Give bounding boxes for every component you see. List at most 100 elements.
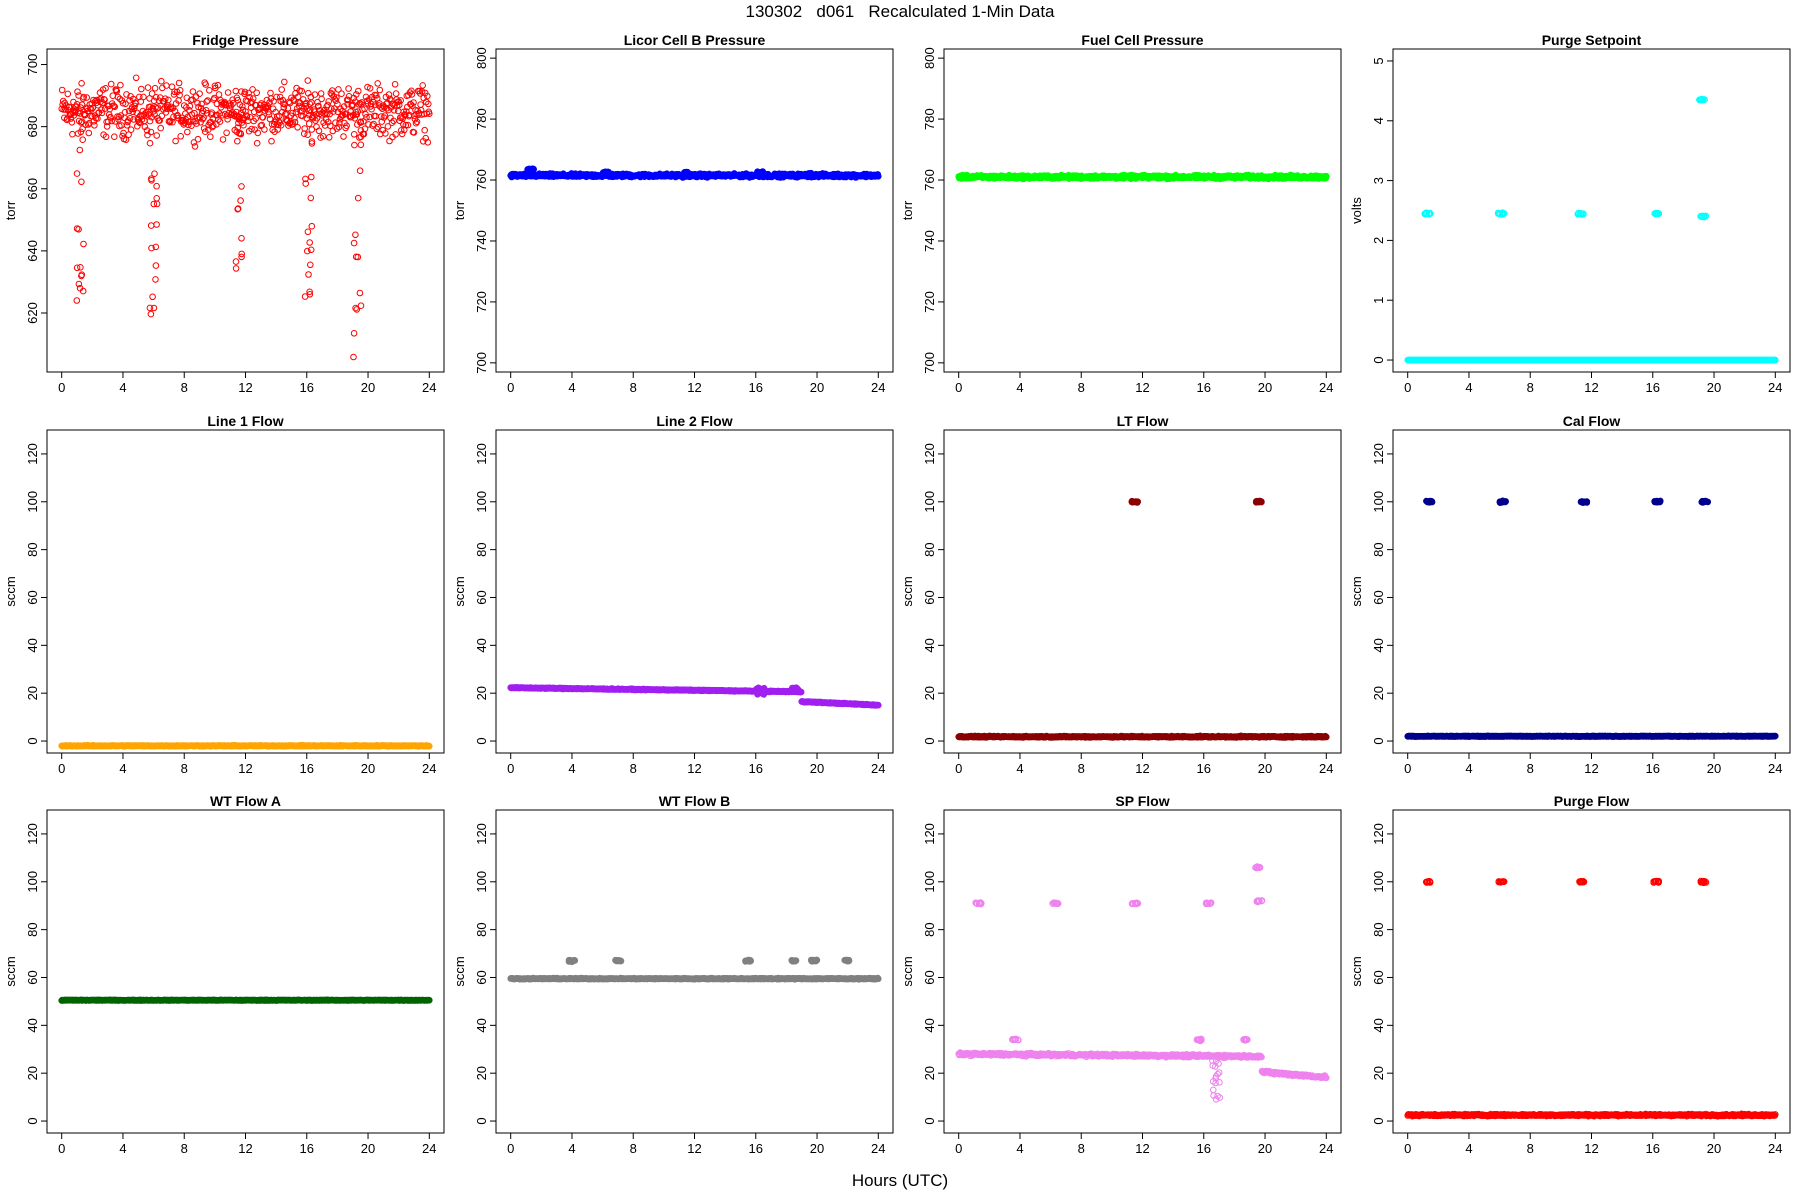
data-point bbox=[335, 86, 342, 93]
data-point bbox=[153, 182, 160, 190]
data-point bbox=[308, 140, 316, 147]
x-tick-label: 16 bbox=[300, 761, 314, 776]
data-point bbox=[143, 127, 151, 134]
data-point bbox=[69, 130, 76, 138]
data-point bbox=[256, 109, 263, 116]
data-point bbox=[413, 118, 421, 126]
data-point bbox=[331, 95, 339, 103]
y-tick-label: 740 bbox=[474, 230, 489, 252]
data-point bbox=[291, 118, 299, 126]
data-point bbox=[80, 240, 87, 248]
data-point bbox=[79, 136, 86, 143]
plot-frame bbox=[943, 48, 1342, 373]
data-point bbox=[254, 129, 262, 137]
data-point bbox=[386, 137, 393, 145]
data-point bbox=[388, 119, 396, 126]
data-point bbox=[306, 291, 314, 298]
plot-frame bbox=[943, 429, 1342, 754]
data-point bbox=[110, 102, 118, 110]
data-point bbox=[356, 289, 364, 297]
data-point bbox=[66, 103, 73, 111]
y-tick-label: 100 bbox=[474, 491, 489, 513]
panel-title: Purge Setpoint bbox=[1542, 32, 1642, 48]
data-point bbox=[237, 197, 244, 204]
data-point bbox=[292, 108, 300, 116]
data-point bbox=[875, 173, 882, 180]
data-point bbox=[345, 85, 352, 92]
data-point bbox=[327, 122, 334, 130]
data-point bbox=[136, 93, 143, 101]
data-point bbox=[368, 105, 375, 113]
data-point bbox=[410, 99, 417, 106]
data-point bbox=[191, 143, 199, 150]
data-point bbox=[78, 118, 86, 125]
data-point bbox=[224, 89, 232, 96]
data-point bbox=[243, 113, 251, 120]
x-tick-label: 16 bbox=[300, 380, 314, 395]
data-point bbox=[307, 194, 315, 202]
data-point bbox=[121, 109, 129, 116]
panel-title: Fuel Cell Pressure bbox=[1081, 32, 1203, 48]
data-point bbox=[153, 195, 160, 202]
y-tick-label: 780 bbox=[922, 108, 937, 130]
data-point bbox=[306, 239, 314, 246]
data-point bbox=[117, 81, 124, 89]
x-tick-label: 24 bbox=[1319, 380, 1333, 395]
panel-title: Line 2 Flow bbox=[656, 413, 732, 429]
data-point bbox=[114, 93, 122, 101]
x-tick-label: 12 bbox=[238, 380, 252, 395]
x-tick-label: 12 bbox=[687, 761, 701, 776]
data-point bbox=[329, 87, 336, 94]
data-point bbox=[123, 122, 131, 129]
data-point bbox=[382, 130, 389, 137]
data-point bbox=[108, 117, 115, 125]
data-point bbox=[74, 88, 81, 95]
data-point bbox=[371, 101, 379, 108]
x-tick-label: 4 bbox=[568, 380, 575, 395]
x-tick-label: 4 bbox=[568, 761, 575, 776]
data-point bbox=[143, 108, 150, 116]
data-point bbox=[322, 109, 330, 117]
data-point bbox=[530, 166, 538, 173]
data-point bbox=[122, 136, 130, 143]
data-point bbox=[203, 98, 210, 105]
data-point bbox=[350, 239, 358, 247]
data-point bbox=[73, 225, 81, 232]
data-point bbox=[234, 124, 241, 131]
x-tick-label: 4 bbox=[1465, 380, 1472, 395]
data-point bbox=[409, 102, 416, 110]
data-point bbox=[200, 125, 208, 132]
data-point bbox=[194, 135, 202, 143]
data-point bbox=[282, 116, 290, 123]
series-points bbox=[955, 497, 1330, 741]
data-point bbox=[75, 280, 83, 288]
data-point bbox=[150, 304, 158, 312]
x-tick-label: 24 bbox=[1319, 761, 1333, 776]
data-point bbox=[177, 133, 184, 140]
data-point bbox=[245, 89, 252, 97]
data-point bbox=[314, 98, 321, 106]
data-point bbox=[175, 79, 183, 87]
data-point bbox=[176, 87, 184, 94]
data-point bbox=[126, 97, 133, 104]
x-tick-label: 16 bbox=[1197, 761, 1211, 776]
data-point bbox=[281, 78, 288, 86]
x-tick-label: 0 bbox=[58, 380, 65, 395]
data-point bbox=[151, 170, 158, 177]
data-point bbox=[80, 93, 87, 101]
data-point bbox=[308, 138, 316, 145]
data-point bbox=[232, 265, 240, 272]
data-point bbox=[261, 126, 268, 133]
x-tick-label: 20 bbox=[361, 761, 375, 776]
data-point bbox=[216, 118, 224, 125]
data-point bbox=[146, 117, 154, 125]
data-point bbox=[73, 170, 81, 177]
data-point bbox=[373, 125, 381, 133]
data-point bbox=[360, 118, 367, 125]
data-point bbox=[351, 115, 359, 122]
data-point bbox=[353, 306, 361, 313]
plot-frame bbox=[1392, 48, 1791, 373]
data-point bbox=[146, 304, 154, 312]
